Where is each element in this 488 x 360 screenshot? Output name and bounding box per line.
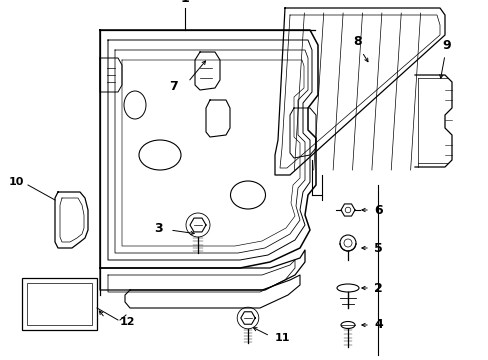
Text: 11: 11: [274, 333, 290, 343]
Text: 2: 2: [373, 282, 382, 294]
Text: 3: 3: [154, 222, 163, 235]
Text: 9: 9: [442, 39, 450, 52]
Text: 12: 12: [120, 317, 135, 327]
Text: 1: 1: [180, 0, 189, 5]
Text: 10: 10: [9, 177, 24, 187]
Text: 6: 6: [373, 203, 382, 216]
Text: 8: 8: [353, 35, 362, 48]
Text: 5: 5: [373, 242, 382, 255]
Text: 7: 7: [169, 80, 178, 93]
Text: 4: 4: [373, 319, 382, 332]
Bar: [27, 283, 92, 325]
Bar: [22, 278, 97, 330]
